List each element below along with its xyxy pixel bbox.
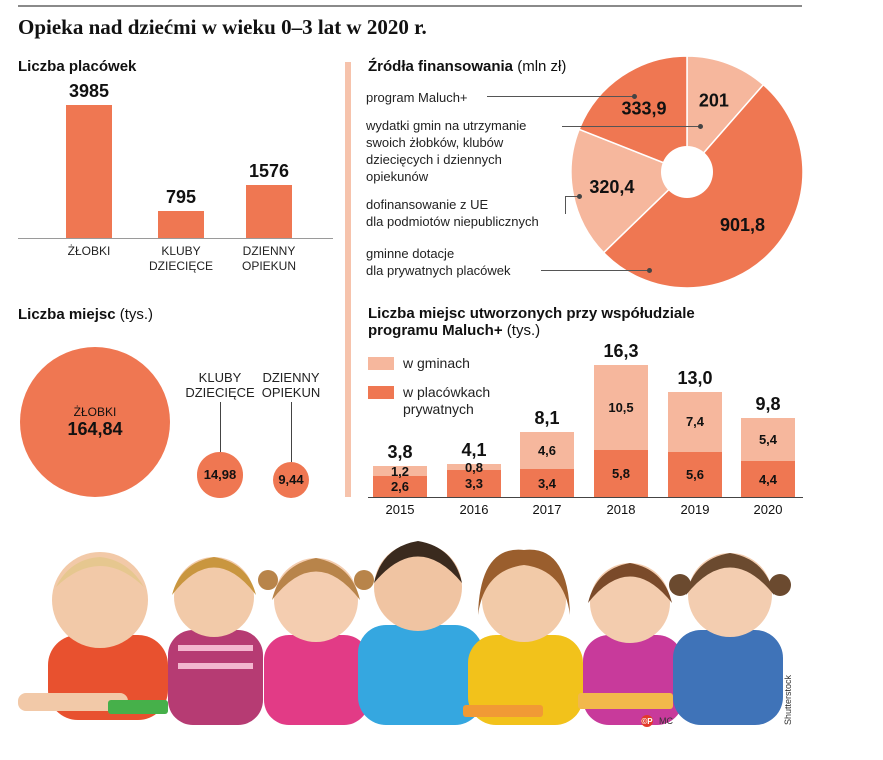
pie-hole: [661, 146, 713, 198]
utworzone-baseline: [368, 497, 803, 498]
stacked-total: 3,8: [387, 442, 413, 463]
kid-1: [18, 552, 168, 720]
top-rule: [18, 5, 802, 7]
placowki-baseline: [18, 238, 333, 239]
year-label: 2016: [459, 502, 489, 517]
miejsca-category: DZIENNY OPIEKUN: [261, 370, 321, 400]
utworzone-title: Liczba miejsc utworzonych przy współudzi…: [368, 305, 695, 339]
stacked-total: 4,1: [461, 439, 487, 460]
pie-leader-line: [541, 270, 649, 271]
miejsca-unit: (tys.): [119, 306, 154, 323]
miejsca-bubble: 9,44: [273, 462, 309, 498]
miejsca-value: 164,84: [67, 419, 123, 439]
pie-value: 901,8: [720, 215, 765, 235]
miejsca-title: Liczba miejsc (tys.): [18, 306, 153, 323]
year-label: 2015: [385, 502, 415, 517]
stacked-bar-gminy: 4,6: [520, 432, 574, 470]
pie-leader-dot: [647, 268, 652, 273]
legend-swatch-prywatne: [368, 386, 394, 399]
year-label: 2017: [532, 502, 562, 517]
placowki-value: 1576: [248, 161, 290, 182]
zrodla-unit: (mln zł): [517, 58, 567, 75]
stacked-bar-private: 3,3: [447, 470, 501, 497]
zrodla-title: Źródła finansowania (mln zł): [368, 58, 566, 75]
stacked-bar-private: 3,4: [520, 469, 574, 497]
stacked-bar-gminy: 7,4: [668, 391, 722, 452]
pie-leader-line: [565, 196, 579, 197]
legend-label-prywatne: w placówkach prywatnych: [403, 384, 491, 417]
miejsca-value: 14,98: [203, 467, 237, 483]
miejsca-pointer: [291, 402, 292, 463]
kid-2: [168, 557, 263, 725]
stacked-total: 8,1: [534, 408, 560, 429]
stacked-bar-private: 4,4: [741, 461, 795, 497]
miejsca-bubble: ŻŁOBKI 164,84: [20, 347, 170, 497]
pie-legend-label: wydatki gmin na utrzymanie swoich żłobkó…: [366, 118, 527, 184]
kid-4: [358, 541, 483, 725]
pie-leader-dot: [577, 194, 582, 199]
legend-swatch-gminy: [368, 357, 394, 370]
pie-leader-dot: [632, 94, 637, 99]
pie-legend-label: program Maluch+: [366, 90, 468, 105]
pie-leader-dot: [698, 124, 703, 129]
miejsca-title-text: Liczba miejsc: [18, 306, 116, 323]
placowki-bar: [246, 185, 292, 238]
placowki-bar: [66, 105, 112, 238]
placowki-bar: [158, 211, 204, 238]
year-label: 2020: [753, 502, 783, 517]
stacked-bar-gminy: 10,5: [594, 365, 648, 451]
pie-value: 201: [699, 90, 729, 110]
stacked-bar-gminy: 1,2: [373, 464, 427, 479]
pie-slice: [578, 55, 688, 174]
page-title: Opieka nad dziećmi w wieku 0–3 lat w 202…: [18, 15, 427, 39]
placowki-value: 795: [165, 187, 197, 208]
stacked-total: 16,3: [603, 341, 639, 361]
zrodla-title-text: Źródła finansowania: [368, 58, 514, 75]
kid-3: [258, 558, 374, 725]
stacked-bar-gminy: 5,4: [741, 417, 795, 462]
stacked-bar-gminy: 0,8: [447, 460, 501, 475]
pie-leader-line: [565, 196, 566, 214]
kid-7: [669, 553, 791, 725]
miejsca-category: KLUBY DZIECIĘCE: [185, 370, 255, 400]
utworzone-unit: (tys.): [506, 322, 541, 339]
section-divider: [345, 62, 351, 497]
placowki-category: ŻŁOBKI: [67, 244, 111, 258]
stacked-bar-private: 5,8: [594, 450, 648, 497]
miejsca-bubble: 14,98: [197, 452, 243, 498]
legend-label-gminy: w gminach: [403, 355, 470, 371]
pie-slice: [570, 128, 689, 254]
utworzone-title-line1: Liczba miejsc utworzonych przy współudzi…: [368, 305, 695, 322]
pie-leader-line: [562, 126, 700, 127]
placowki-category: KLUBY DZIECIĘCE: [148, 244, 213, 273]
photo-credit: Shutterstock: [783, 674, 793, 725]
miejsca-pointer: [220, 402, 221, 453]
utworzone-title-line2: programu Maluch+ (tys.): [368, 322, 695, 339]
stacked-total: 13,0: [677, 367, 713, 388]
pie-leader-line: [487, 96, 634, 97]
placowki-value: 3985: [68, 81, 110, 101]
pie-legend-label: dofinansowanie z UE dla podmiotów niepub…: [366, 197, 539, 229]
zrodla-pie-chart: 201 901,8 320,4 333,9: [570, 55, 804, 289]
pie-value: 320,4: [589, 177, 634, 197]
stacked-bar-private: 2,6: [373, 475, 427, 497]
pie-slice: [686, 55, 765, 174]
stacked-bar-private: 5,6: [668, 451, 722, 497]
author-credit: MC: [659, 716, 673, 726]
kid-5: [468, 549, 583, 725]
placowki-title: Liczba placówek: [18, 58, 137, 75]
year-label: 2018: [606, 502, 636, 517]
children-photo: [18, 541, 791, 725]
utworzone-title-line2-text: programu Maluch+: [368, 322, 503, 339]
pie-value: 333,9: [621, 99, 666, 119]
miejsca-value: 9,44: [278, 472, 304, 488]
placowki-category: DZIENNY OPIEKUN: [241, 244, 296, 273]
stacked-total: 9,8: [755, 393, 781, 414]
pie-legend-label: gminne dotacje dla prywatnych placówek: [366, 246, 511, 278]
miejsca-category: ŻŁOBKI: [73, 405, 117, 419]
copyright-icon: ©P: [641, 715, 653, 727]
year-label: 2019: [680, 502, 710, 517]
